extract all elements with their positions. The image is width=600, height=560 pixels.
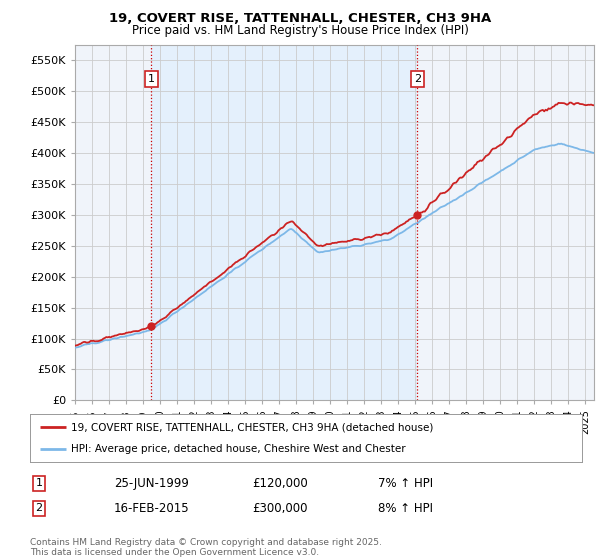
Text: £300,000: £300,000 bbox=[252, 502, 308, 515]
Text: Contains HM Land Registry data © Crown copyright and database right 2025.
This d: Contains HM Land Registry data © Crown c… bbox=[30, 538, 382, 557]
Text: 2: 2 bbox=[414, 74, 421, 84]
Text: 1: 1 bbox=[148, 74, 155, 84]
Text: £120,000: £120,000 bbox=[252, 477, 308, 490]
Text: 19, COVERT RISE, TATTENHALL, CHESTER, CH3 9HA: 19, COVERT RISE, TATTENHALL, CHESTER, CH… bbox=[109, 12, 491, 25]
Text: 8% ↑ HPI: 8% ↑ HPI bbox=[378, 502, 433, 515]
Text: 25-JUN-1999: 25-JUN-1999 bbox=[114, 477, 189, 490]
Text: HPI: Average price, detached house, Cheshire West and Chester: HPI: Average price, detached house, Ches… bbox=[71, 444, 406, 454]
Bar bbox=[151, 45, 418, 400]
Text: 1: 1 bbox=[35, 478, 43, 488]
Text: Price paid vs. HM Land Registry's House Price Index (HPI): Price paid vs. HM Land Registry's House … bbox=[131, 24, 469, 37]
Text: 2: 2 bbox=[35, 503, 43, 514]
Text: 7% ↑ HPI: 7% ↑ HPI bbox=[378, 477, 433, 490]
Text: 19, COVERT RISE, TATTENHALL, CHESTER, CH3 9HA (detached house): 19, COVERT RISE, TATTENHALL, CHESTER, CH… bbox=[71, 422, 434, 432]
Text: 16-FEB-2015: 16-FEB-2015 bbox=[114, 502, 190, 515]
